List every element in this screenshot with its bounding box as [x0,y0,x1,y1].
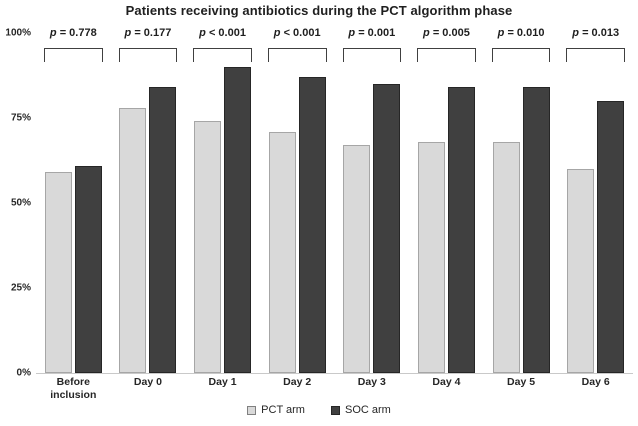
legend: PCT arm SOC arm [0,404,638,416]
significance-bracket [491,48,551,62]
plot-area: 100% 75% 50% 25% 0% p = 0.778 p = 0.177 p < 0.0… [5,27,633,379]
p-value-label: p = 0.005 [403,27,490,39]
p-value-text: = 0.778 [56,27,97,39]
soc-arm-bar [597,101,625,373]
p-value-symbol: p [49,27,57,39]
soc-arm-bar [373,84,401,373]
p-value-text: = 0.005 [429,27,470,39]
x-axis-category-label: Day 2 [283,376,312,388]
pct-arm-swatch-icon [247,405,257,415]
soc-arm-bar [522,87,550,373]
bar-group: p = 0.005 [409,27,484,373]
bar-group: p = 0.010 [484,27,559,373]
p-value-text: < 0.001 [205,27,246,39]
legend-label: SOC arm [344,404,391,416]
p-value-symbol: p [497,27,505,39]
bar-group: p = 0.013 [558,27,633,373]
soc-arm-swatch-icon [330,405,340,415]
y-axis-tick-label: 100% [5,27,31,39]
significance-bracket [417,48,476,62]
significance-bracket [342,48,402,62]
p-value-text: = 0.010 [504,27,545,39]
legend-item: SOC arm [330,404,391,416]
p-value-text: < 0.001 [280,27,321,39]
soc-arm-bar [74,165,102,373]
bar-group: p = 0.778 [36,27,111,373]
x-axis-category-label: Day 5 [507,376,536,388]
significance-bracket [267,48,327,62]
p-value-label: p = 0.001 [329,27,416,39]
legend-label: PCT arm [261,404,305,416]
x-axis-category-label: Day 6 [581,376,610,388]
pct-arm-bar [492,141,520,373]
x-axis-category-label: Day 3 [357,376,386,388]
significance-bracket [193,48,252,62]
p-value-text: = 0.001 [355,27,396,39]
p-value-symbol: p [273,27,281,39]
x-axis-category-label: Day 0 [133,376,162,388]
pct-arm-bar [268,131,296,373]
chart-title: Patients receiving antibiotics during th… [125,3,513,18]
p-value-label: p = 0.177 [105,27,192,39]
x-axis-category-label: Before inclusion [50,376,97,402]
p-value-text: = 0.013 [579,27,620,39]
pct-arm-bar [343,145,371,373]
p-value-symbol: p [124,27,132,39]
pct-arm-bar [417,141,445,373]
p-value-label: p = 0.778 [30,27,117,39]
pct-arm-bar [119,107,147,373]
y-axis-tick-label: 25% [10,282,31,294]
bar-group: p < 0.001 [185,27,260,373]
p-value-text: = 0.177 [131,27,172,39]
soc-arm-bar [447,87,475,373]
x-axis: Before inclusion Day 0 Day 1 Day 2 Day 3 Day … [36,376,633,402]
soc-arm-bar [149,87,177,373]
x-axis-category-label: Day 1 [208,376,237,388]
soc-arm-bar [224,67,252,373]
pct-arm-bar [194,121,222,373]
p-value-symbol: p [572,27,580,39]
x-axis-category-label: Day 4 [432,376,461,388]
p-value-label: p = 0.010 [478,27,565,39]
y-axis-tick-label: 75% [10,112,31,124]
legend-item: PCT arm [247,404,305,416]
p-value-label: p < 0.001 [254,27,341,39]
significance-bracket [118,48,178,62]
pct-arm-bar [44,172,72,373]
bar-group: p < 0.001 [260,27,335,373]
p-value-symbol: p [199,27,206,39]
bar-group: p = 0.001 [335,27,410,373]
y-axis-tick-label: 50% [10,197,31,209]
bar-group: p = 0.177 [111,27,186,373]
p-value-label: p < 0.001 [179,27,266,39]
significance-bracket [566,48,625,62]
p-value-label: p = 0.013 [552,27,638,39]
p-value-symbol: p [423,27,430,39]
significance-bracket [44,48,103,62]
y-axis-tick-label: 0% [16,367,31,379]
soc-arm-bar [298,77,326,373]
pct-arm-bar [567,169,595,373]
p-value-symbol: p [348,27,356,39]
